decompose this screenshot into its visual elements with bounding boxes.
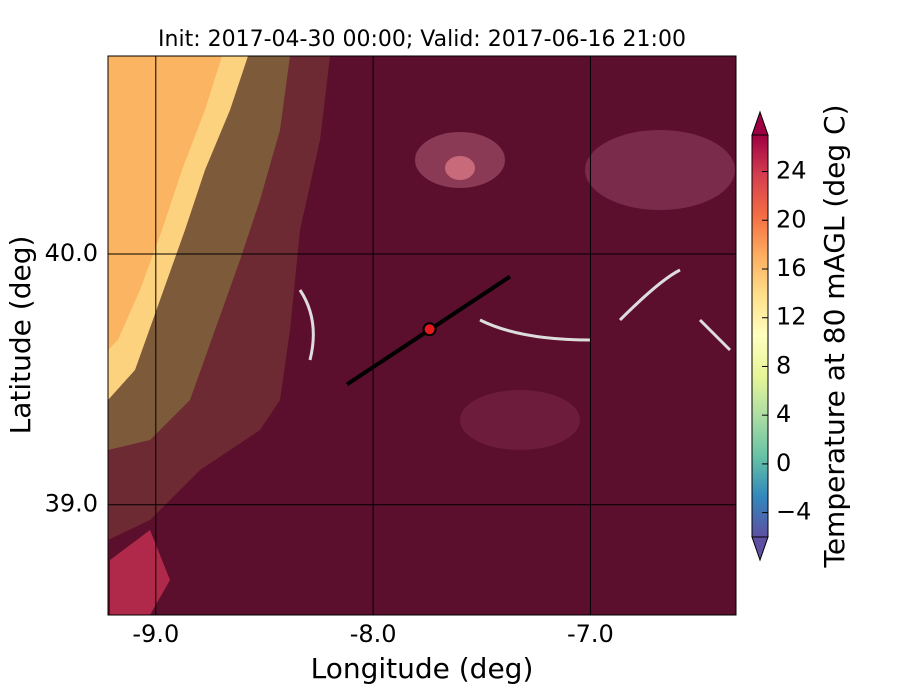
colorbar-tick-label: 16 (776, 254, 807, 282)
colorbar-extend-bottom (751, 536, 769, 562)
colorbar-extend-top (751, 110, 769, 136)
x-tick-label: -7.0 (567, 620, 614, 648)
colorbar-tick-label: 24 (776, 157, 807, 185)
y-tick-label: 40.0 (45, 239, 98, 267)
colorbar-tick-label: 8 (776, 351, 791, 379)
marks (345, 274, 512, 387)
site-marker (422, 322, 437, 337)
map-field (108, 56, 736, 615)
colorbar-tick-label: 4 (776, 400, 791, 428)
colorbar-label: Temperature at 80 mAGL (deg C) (818, 104, 851, 568)
x-axis-label: Longitude (deg) (311, 652, 534, 685)
y-axis-label: Latitude (deg) (4, 236, 37, 435)
colorbar-tick-label: −4 (776, 498, 811, 526)
colorbar-tick-label: 20 (776, 205, 807, 233)
y-tick-label: 39.0 (45, 490, 98, 518)
x-tick-label: -8.0 (350, 620, 397, 648)
x-tick-label: -9.0 (132, 620, 179, 648)
plot-frame (107, 55, 737, 616)
chart-title: Init: 2017-04-30 00:00; Valid: 2017-06-1… (158, 27, 686, 52)
colorbar (751, 134, 769, 538)
colorbar-tick-label: 12 (776, 303, 807, 331)
colorbar-tick-label: 0 (776, 449, 791, 477)
grid (108, 56, 736, 615)
